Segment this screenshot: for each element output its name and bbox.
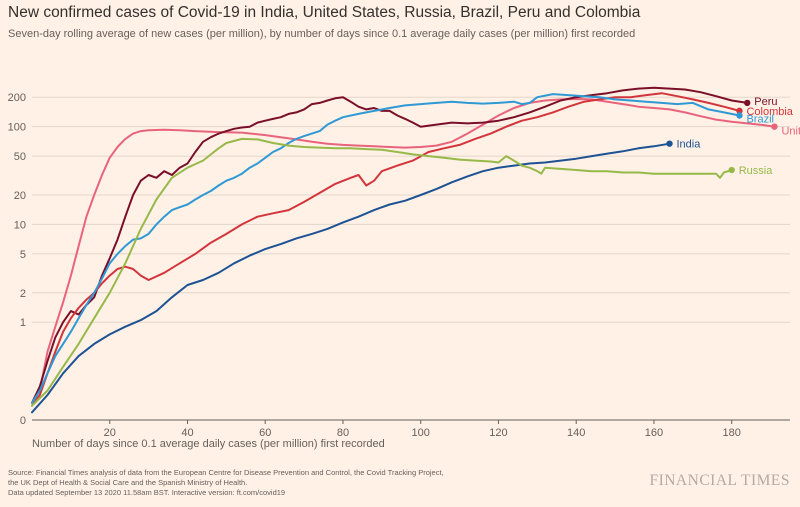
series-line-india [31,142,671,414]
series-label-india: India [676,139,701,151]
y-tick-label: 2 [20,288,26,300]
source-line: the UK Dept of Health & Social Care and … [8,478,248,487]
x-tick-label: 100 [412,427,430,439]
source-note: Source: Financial Times analysis of data… [8,468,568,498]
chart-subtitle: Seven-day rolling average of new cases (… [8,28,636,40]
x-axis-title: Number of days since 0.1 average daily c… [32,438,385,450]
gridlines [32,96,790,421]
source-line: Data updated September 13 2020 11.58am B… [8,488,286,497]
series-end-dot-colombia [736,107,743,115]
x-tick-label: 120 [489,427,507,439]
y-tick-label: 200 [8,92,26,104]
series-line-united-states [31,98,776,404]
series-end-dot-peru [744,99,751,107]
series-end-dot-brazil [736,112,743,119]
y-tick-label: 100 [8,122,26,134]
x-tick-label: 60 [259,427,271,439]
x-axis-ticks: 20 40 60 80 100 120 140 160 180 [104,420,741,439]
series-label-russia: Russia [739,165,774,177]
y-tick-label: 0 [20,415,26,427]
y-axis-ticks: 0 1 2 5 10 20 50 100 200 [8,92,26,427]
series-label-peru: Peru [754,96,777,108]
y-tick-label: 20 [14,190,26,202]
y-tick-label: 10 [14,219,26,231]
series-line-brazil [31,93,741,404]
x-tick-label: 40 [181,427,193,439]
y-tick-label: 1 [20,317,26,329]
y-tick-label: 5 [20,249,26,261]
series-end-dot-russia [728,166,735,174]
series-label-colombia: Colombia [746,106,793,118]
series-label-brazil: Brazil [746,114,774,126]
publisher-logo: FINANCIAL TIMES [649,472,790,489]
series-line-colombia [31,92,741,407]
series-line-russia [31,137,733,407]
x-tick-label: 140 [567,427,585,439]
series-end-dot-india [666,140,673,147]
series-label-united-states: United States [781,126,800,138]
series-line-peru [31,86,749,404]
series-end-dot-united-states [771,123,778,130]
series-lines [31,86,778,414]
x-tick-label: 80 [337,427,349,439]
source-line: Source: Financial Times analysis of data… [8,468,444,477]
x-tick-label: 160 [645,427,663,439]
chart-title: New confirmed cases of Covid-19 in India… [8,4,641,21]
x-tick-label: 180 [723,427,741,439]
x-tick-label: 20 [104,427,116,439]
y-tick-label: 50 [14,151,26,163]
